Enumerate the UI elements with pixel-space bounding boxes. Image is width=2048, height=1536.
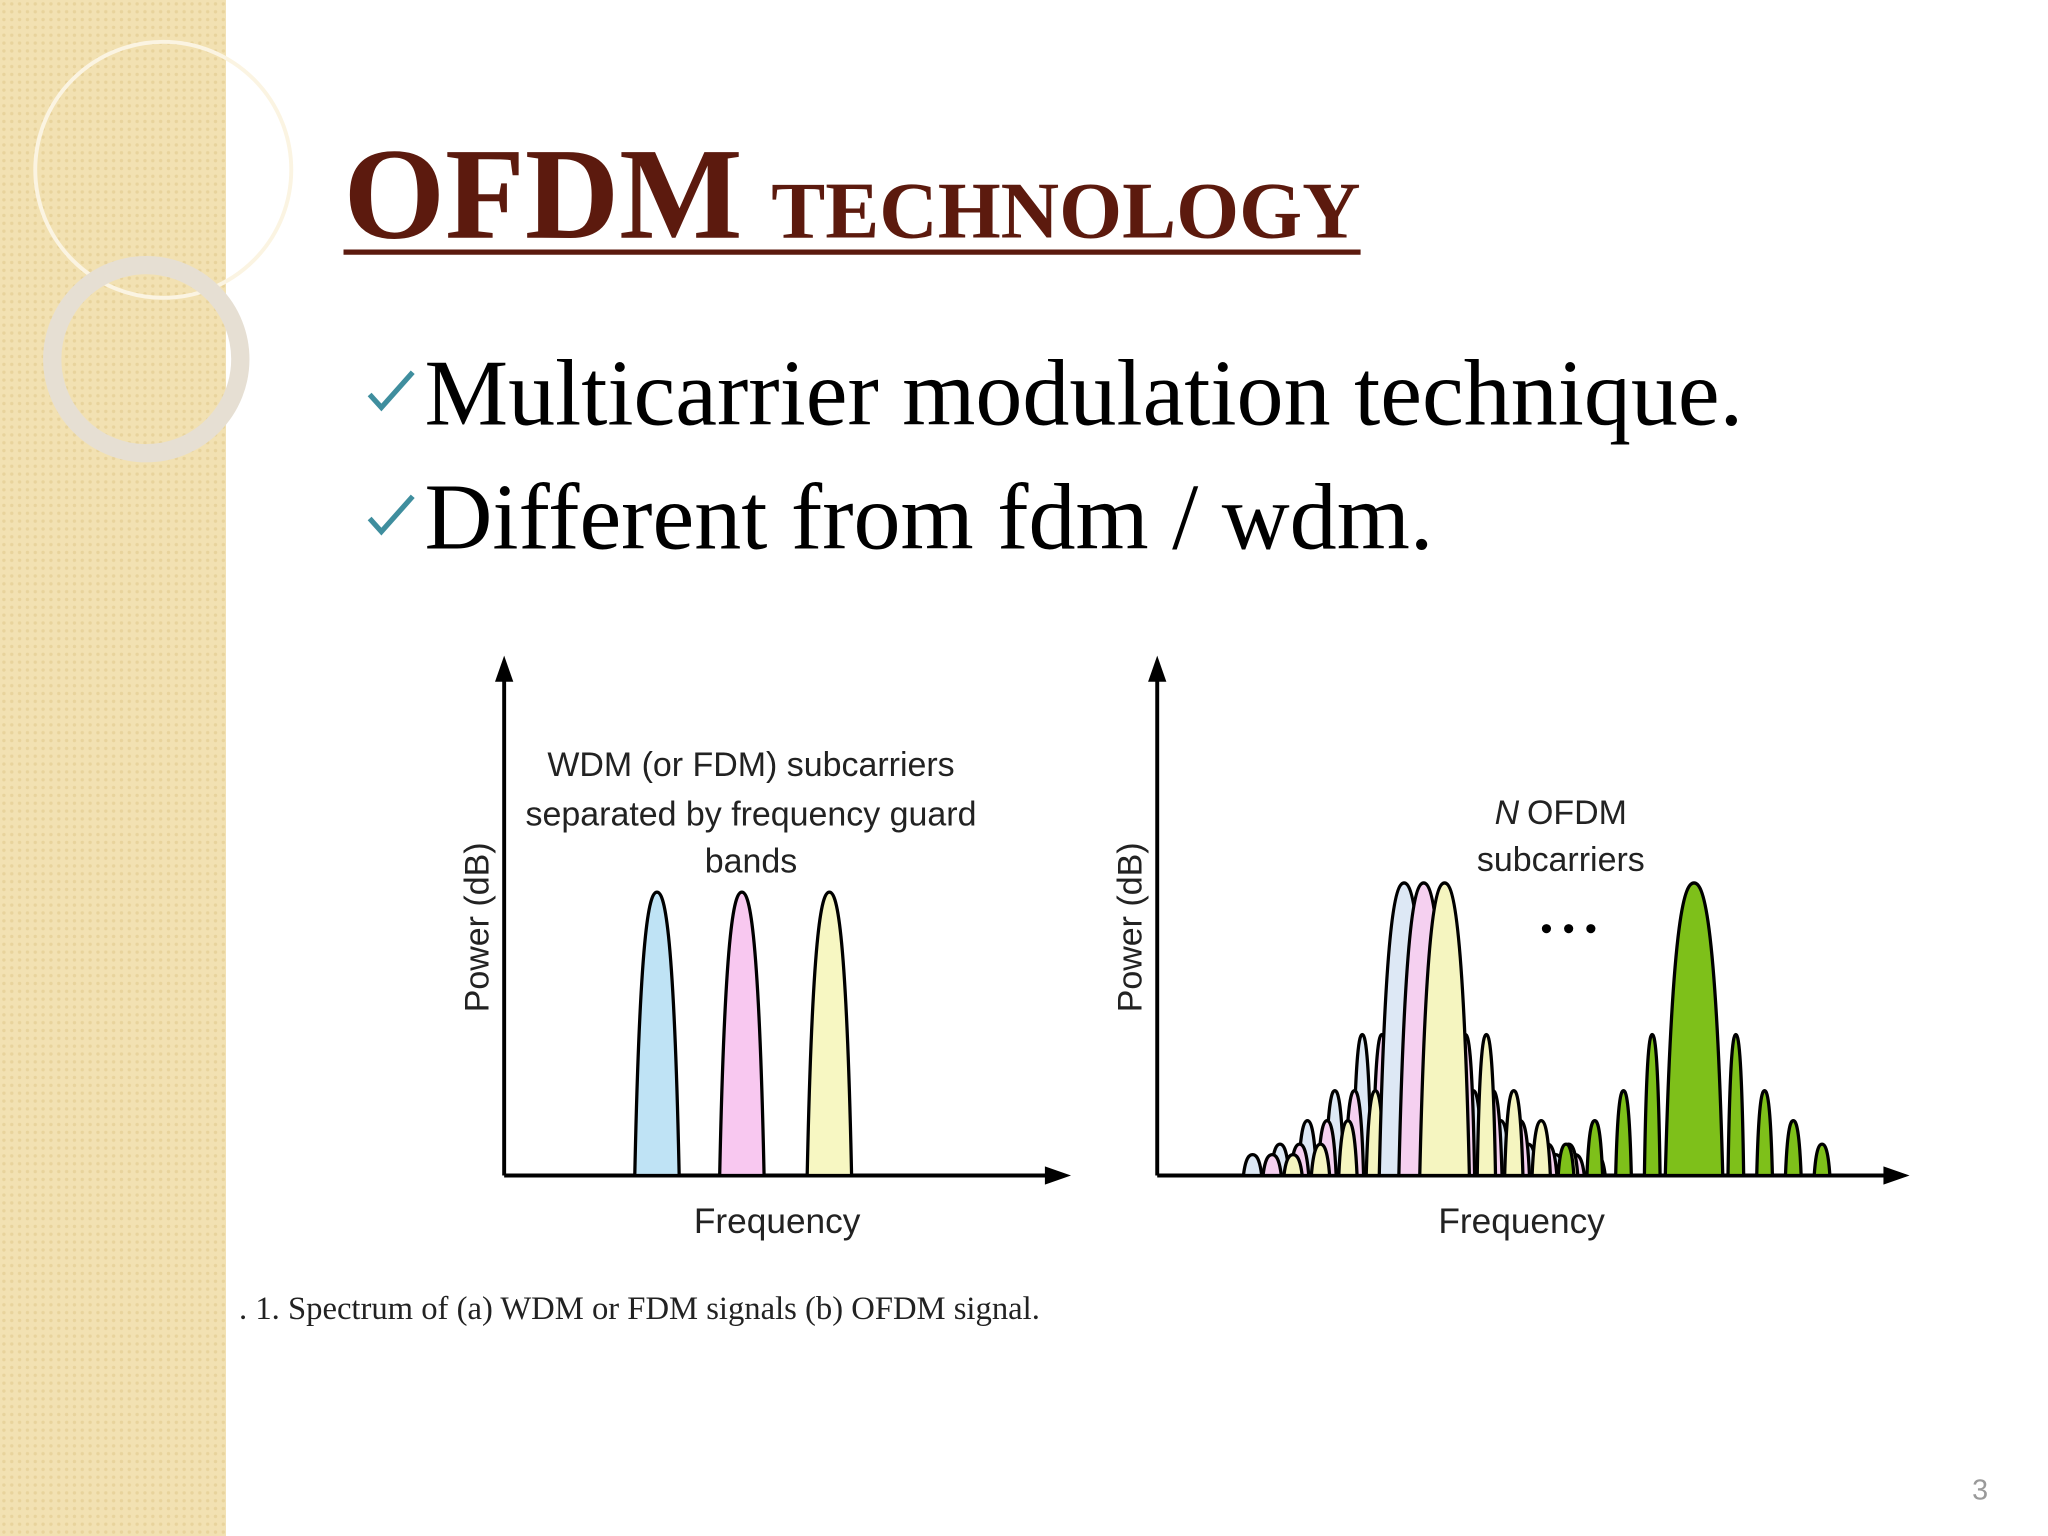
- decor-circle: [33, 39, 294, 300]
- x-axis-label: Frequency: [694, 1202, 861, 1241]
- check-icon: [367, 494, 415, 536]
- title-text: OFDM TECHNOLOGY: [344, 123, 1361, 267]
- check-icon: [367, 370, 415, 412]
- sidelobe: [1309, 1142, 1332, 1178]
- x-axis-label: Frequency: [1438, 1202, 1605, 1241]
- sidelobe: [1282, 1152, 1305, 1178]
- axis-arrow: [1044, 1166, 1072, 1185]
- y-axis-label: Power (dB): [1112, 842, 1150, 1012]
- subcarrier-band: [805, 890, 854, 1178]
- title: OFDM TECHNOLOGY: [344, 123, 1361, 267]
- sidelobe: [1726, 1032, 1746, 1178]
- sidelobe: [1475, 1032, 1498, 1178]
- ellipsis-dot: [1586, 924, 1596, 934]
- sidelobe: [1783, 1119, 1803, 1178]
- annotation: OFDM: [1527, 794, 1627, 832]
- y-axis-label: Power (dB): [458, 842, 496, 1012]
- sidelobe: [1755, 1088, 1775, 1178]
- ellipsis-dot: [1541, 924, 1552, 934]
- bullet-text: Multicarrier modulation technique.: [424, 341, 1743, 445]
- bullets: Multicarrier modulation technique. Diffe…: [367, 341, 1743, 570]
- axis-arrow: [1883, 1166, 1910, 1185]
- side-strip: [0, 0, 226, 1536]
- subcarrier-lobe: [1663, 881, 1725, 1178]
- title-main: OFDM: [344, 123, 743, 267]
- sidelobe: [1613, 1088, 1634, 1178]
- figure: Power (dB) WDM (or FDM) subcarriers sepa…: [239, 655, 1910, 1327]
- decor-ring: [43, 255, 250, 463]
- sidelobe: [1556, 1142, 1576, 1178]
- axis-arrow: [1148, 655, 1167, 682]
- sidelobe: [1585, 1119, 1605, 1178]
- sidelobe: [1337, 1119, 1359, 1178]
- figure-caption: . 1. Spectrum of (a) WDM or FDM signals …: [239, 1291, 1040, 1327]
- annotation: N OFDM: [1495, 794, 1627, 832]
- page-number: 3: [1972, 1474, 1988, 1506]
- sidelobe: [1812, 1142, 1832, 1178]
- annotation-prefix: N: [1495, 794, 1520, 832]
- subcarrier-band: [718, 890, 766, 1178]
- sidelobe: [1261, 1152, 1284, 1178]
- spectrum-lobes: [1241, 881, 1832, 1178]
- annotation: subcarriers: [1477, 841, 1645, 879]
- bullet-text: Different from fdm / wdm.: [424, 466, 1433, 570]
- subcarrier-band: [633, 890, 681, 1178]
- sidelobe: [1241, 1152, 1264, 1178]
- subcarrier-lobe: [1418, 881, 1472, 1178]
- title-rest: TECHNOLOGY: [771, 166, 1360, 256]
- axis-arrow: [495, 655, 514, 682]
- ellipsis-dot: [1564, 924, 1574, 934]
- annotation: bands: [705, 842, 797, 880]
- annotation: separated by frequency guard: [526, 795, 977, 833]
- sidelobe: [1530, 1119, 1553, 1178]
- sidelobe: [1642, 1032, 1662, 1178]
- annotation: WDM (or FDM) subcarriers: [547, 746, 954, 784]
- sidelobe: [1502, 1088, 1525, 1178]
